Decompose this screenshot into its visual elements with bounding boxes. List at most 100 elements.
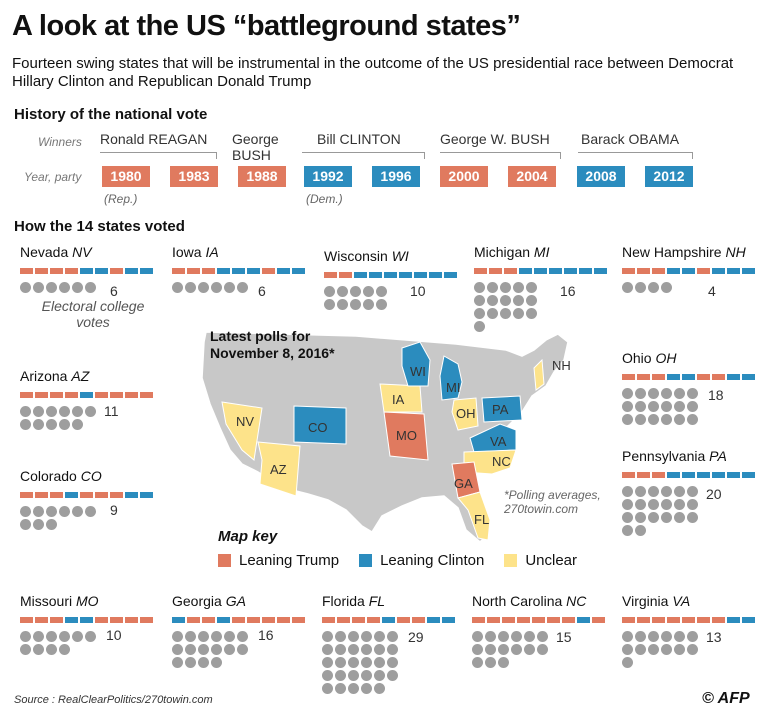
electoral-vote-dot xyxy=(33,519,44,530)
history-segment-1996 xyxy=(682,268,695,274)
winner-obama: Barack OBAMA xyxy=(581,131,680,147)
electoral-vote-dot xyxy=(674,499,685,510)
history-segment-1983 xyxy=(35,492,48,498)
state-history-co xyxy=(20,492,153,498)
history-segment-2000 xyxy=(697,374,710,380)
electoral-vote-dot xyxy=(511,631,522,642)
electoral-vote-dot xyxy=(350,286,361,297)
history-segment-1980 xyxy=(622,617,635,623)
electoral-votes-pa: 20 xyxy=(706,486,722,502)
electoral-vote-dot xyxy=(674,388,685,399)
history-segment-2012 xyxy=(292,268,305,274)
electoral-dots-oh xyxy=(622,388,700,425)
electoral-vote-dot xyxy=(59,406,70,417)
state-name-ia: Iowa IA xyxy=(172,244,219,260)
state-full-name: Arizona xyxy=(20,368,72,384)
electoral-vote-dot xyxy=(661,414,672,425)
electoral-vote-dot xyxy=(687,414,698,425)
state-name-nh: New Hampshire NH xyxy=(622,244,746,260)
electoral-dots-mo xyxy=(20,631,98,655)
electoral-vote-dot xyxy=(674,631,685,642)
history-segment-1996 xyxy=(682,472,695,478)
map-state-fl xyxy=(457,491,491,541)
electoral-vote-dot xyxy=(485,644,496,655)
state-history-wi xyxy=(324,272,457,278)
electoral-vote-dot xyxy=(211,631,222,642)
history-segment-2000 xyxy=(697,268,710,274)
state-history-va xyxy=(622,617,755,623)
electoral-vote-dot xyxy=(387,657,398,668)
history-segment-2004 xyxy=(712,374,725,380)
electoral-vote-dot xyxy=(59,631,70,642)
electoral-vote-dot xyxy=(46,519,57,530)
electoral-dots-nh xyxy=(622,282,687,293)
history-segment-1983 xyxy=(337,617,350,623)
electoral-vote-dot xyxy=(474,282,485,293)
history-segment-1980 xyxy=(622,374,635,380)
state-abbr: AZ xyxy=(71,368,90,384)
electoral-vote-dot xyxy=(474,321,485,332)
electoral-vote-dot xyxy=(498,644,509,655)
electoral-vote-dot xyxy=(387,670,398,681)
electoral-dots-va xyxy=(622,631,700,668)
electoral-vote-dot xyxy=(526,308,537,319)
state-full-name: Florida xyxy=(322,593,369,609)
electoral-vote-dot xyxy=(33,419,44,430)
history-segment-2012 xyxy=(140,392,153,398)
state-name-ga: Georgia GA xyxy=(172,593,246,609)
electoral-vote-dot xyxy=(72,631,83,642)
history-segment-1980 xyxy=(622,268,635,274)
history-segment-2000 xyxy=(549,268,562,274)
history-segment-2012 xyxy=(742,472,755,478)
history-segment-1980 xyxy=(472,617,485,623)
history-segment-1996 xyxy=(232,617,245,623)
electoral-vote-dot xyxy=(211,282,222,293)
map-label-mo: MO xyxy=(396,428,417,443)
history-segment-2008 xyxy=(727,472,740,478)
key-swatch-clinton xyxy=(359,554,373,567)
map-state-nh xyxy=(533,358,545,391)
electoral-vote-dot xyxy=(648,486,659,497)
history-segment-1983 xyxy=(339,272,352,278)
electoral-vote-dot xyxy=(648,414,659,425)
electoral-vote-dot xyxy=(635,401,646,412)
history-segment-1980 xyxy=(474,268,487,274)
history-segment-1983 xyxy=(487,617,500,623)
electoral-vote-dot xyxy=(472,657,483,668)
electoral-vote-dot xyxy=(635,388,646,399)
electoral-vote-dot xyxy=(674,414,685,425)
electoral-vote-dot xyxy=(322,670,333,681)
electoral-vote-dot xyxy=(472,644,483,655)
electoral-vote-dot xyxy=(46,282,57,293)
bracket-obama xyxy=(578,152,693,159)
electoral-vote-dot xyxy=(85,506,96,517)
history-segment-2008 xyxy=(727,617,740,623)
electoral-dots-nc xyxy=(472,631,550,668)
history-segment-1983 xyxy=(489,268,502,274)
electoral-vote-dot xyxy=(622,282,633,293)
state-name-az: Arizona AZ xyxy=(20,368,89,384)
electoral-vote-dot xyxy=(661,282,672,293)
history-segment-2004 xyxy=(412,617,425,623)
state-abbr: PA xyxy=(709,448,727,464)
history-segment-2012 xyxy=(140,268,153,274)
electoral-vote-dot xyxy=(500,295,511,306)
state-history-az xyxy=(20,392,153,398)
history-segment-2004 xyxy=(110,268,123,274)
state-full-name: Virginia xyxy=(622,593,673,609)
state-name-mo: Missouri MO xyxy=(20,593,99,609)
year-box-1983: 1983 xyxy=(170,166,218,187)
electoral-vote-dot xyxy=(224,282,235,293)
electoral-vote-dot xyxy=(487,282,498,293)
history-heading: History of the national vote xyxy=(14,106,208,123)
electoral-vote-dot xyxy=(322,657,333,668)
history-segment-1992 xyxy=(367,617,380,623)
map-label-ia: IA xyxy=(392,392,405,407)
dem-note: (Dem.) xyxy=(306,192,343,206)
state-full-name: Missouri xyxy=(20,593,77,609)
electoral-votes-nv: 6 xyxy=(110,283,118,299)
key-label-clinton: Leaning Clinton xyxy=(380,552,485,569)
history-segment-1996 xyxy=(382,617,395,623)
history-segment-1988 xyxy=(652,617,665,623)
electoral-votes-va: 13 xyxy=(706,629,722,645)
